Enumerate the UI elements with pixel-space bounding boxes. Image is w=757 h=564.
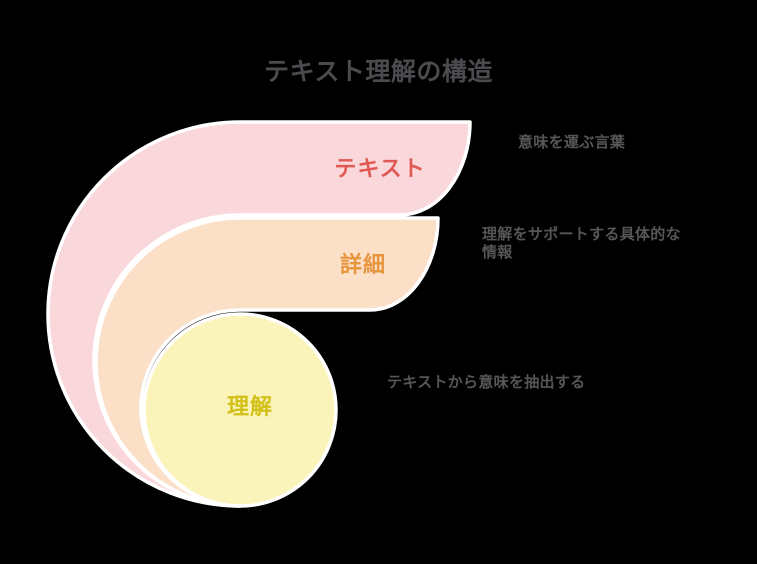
- layer-shape-detail: [94, 216, 440, 508]
- layer-annotation-text: 意味を運ぶ言葉: [518, 134, 626, 151]
- layer-label-detail: 詳細: [339, 252, 387, 277]
- layer-annotation-understanding: テキストから意味を抽出する: [387, 374, 586, 391]
- layer-label-understanding: 理解: [226, 394, 274, 419]
- layer-label-text: テキスト: [334, 156, 426, 181]
- layer-annotation-detail: 理解をサポートする具体的な情報: [482, 226, 681, 261]
- layer-shape-understanding: [142, 312, 338, 508]
- page-title: テキスト理解の構造: [264, 58, 493, 86]
